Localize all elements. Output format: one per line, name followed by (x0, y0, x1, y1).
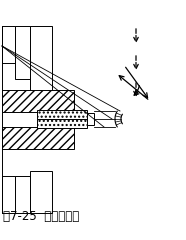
Bar (2, 90, 74, 112)
Bar (30, 171, 52, 213)
Bar (37, 110, 87, 119)
Bar (2, 176, 15, 213)
Bar (87, 113, 94, 125)
Bar (37, 119, 87, 128)
Text: 图7-25  磨削的方法: 图7-25 磨削的方法 (3, 210, 79, 223)
Bar (2, 127, 74, 149)
Bar (30, 26, 52, 103)
Bar (15, 26, 30, 79)
Bar (15, 176, 30, 213)
Bar (2, 26, 15, 63)
